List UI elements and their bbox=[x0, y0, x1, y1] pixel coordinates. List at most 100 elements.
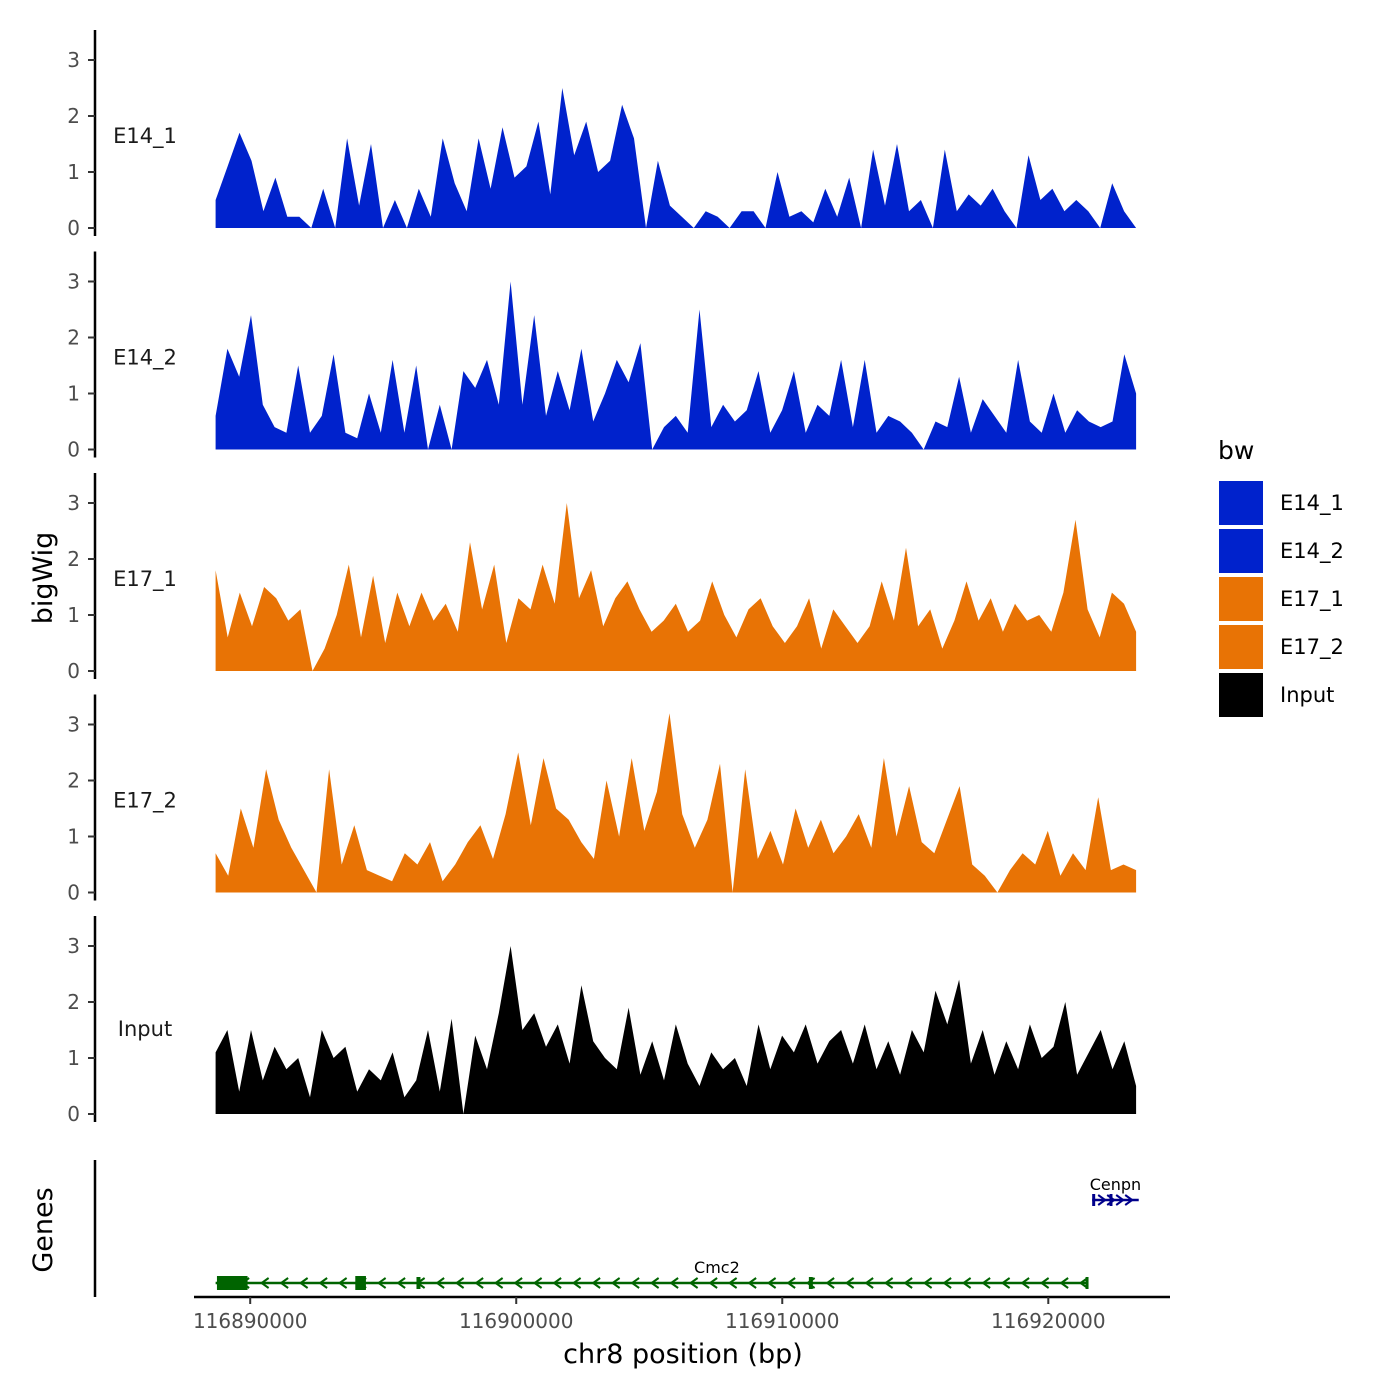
gene-label: Cenpn bbox=[1090, 1175, 1141, 1194]
strand-arrow bbox=[981, 1277, 991, 1289]
legend-swatch bbox=[1219, 577, 1263, 621]
strand-arrow bbox=[1059, 1277, 1069, 1289]
signal-area-input bbox=[215, 946, 1137, 1114]
x-tick-label: 116910000 bbox=[725, 1309, 840, 1333]
y-tick-label: 1 bbox=[67, 160, 80, 184]
strand-arrow bbox=[1097, 1194, 1107, 1206]
strand-arrow bbox=[922, 1277, 933, 1289]
y-tick-label: 2 bbox=[67, 326, 80, 350]
strand-arrow bbox=[376, 1277, 387, 1289]
legend-label: E17_1 bbox=[1280, 587, 1344, 612]
track-e17-1: 0 1 2 3 E17_1 bbox=[67, 473, 1137, 683]
y-tick-label: 2 bbox=[67, 769, 80, 793]
track-label: Input bbox=[118, 1017, 172, 1041]
strand-arrow bbox=[688, 1277, 699, 1289]
y-tick-label: 2 bbox=[67, 547, 80, 571]
strand-arrow bbox=[766, 1277, 777, 1289]
gene-label: Cmc2 bbox=[694, 1258, 740, 1277]
y-tick-label: 0 bbox=[67, 216, 80, 240]
strand-arrow bbox=[259, 1277, 270, 1289]
legend-title: bw bbox=[1218, 436, 1254, 465]
y-tick-label: 1 bbox=[67, 1046, 80, 1070]
track-e14-1: 0 1 2 3 E14_1 bbox=[67, 30, 1137, 240]
strand-arrow bbox=[903, 1277, 913, 1289]
strand-arrow bbox=[883, 1277, 894, 1289]
strand-arrow bbox=[1078, 1277, 1089, 1289]
strand-arrow bbox=[1039, 1277, 1050, 1289]
gene-cenpn: Cenpn bbox=[1090, 1175, 1141, 1206]
y-tick-label: 0 bbox=[67, 659, 80, 683]
y-tick-label: 3 bbox=[67, 713, 80, 737]
strand-arrow bbox=[610, 1277, 621, 1289]
track-e14-2: 0 1 2 3 E14_2 bbox=[67, 251, 1137, 462]
strand-arrow bbox=[396, 1277, 406, 1289]
strand-arrow bbox=[513, 1277, 523, 1289]
gene-exon bbox=[808, 1277, 813, 1289]
bigwig-tracks: 0 1 2 3 E14_1 0 1 2 3 E14_2 0 1 2 3 E17_1 0 1 2 3 E17_2 0 1 2 3… bbox=[67, 30, 1137, 1126]
y-tick-label: 0 bbox=[67, 1102, 80, 1126]
strand-arrow bbox=[1115, 1194, 1125, 1206]
strand-arrow bbox=[708, 1277, 718, 1289]
strand-arrow bbox=[279, 1277, 289, 1289]
x-axis-title: chr8 position (bp) bbox=[563, 1339, 803, 1370]
gene-exon bbox=[1109, 1194, 1113, 1206]
strand-arrow bbox=[864, 1277, 874, 1289]
legend-swatch bbox=[1219, 625, 1263, 669]
track-label: E14_1 bbox=[113, 124, 177, 149]
strand-arrow bbox=[532, 1277, 543, 1289]
signal-area-e17-2 bbox=[215, 713, 1137, 893]
signal-area-e14-1 bbox=[215, 88, 1137, 228]
legend-label: E14_1 bbox=[1280, 491, 1344, 516]
legend-label: E17_2 bbox=[1280, 635, 1344, 660]
strand-arrow bbox=[474, 1277, 484, 1289]
x-tick-label: 116890000 bbox=[193, 1309, 308, 1333]
track-e17-2: 0 1 2 3 E17_2 bbox=[67, 694, 1137, 905]
strand-arrow bbox=[552, 1277, 562, 1289]
strand-arrow bbox=[298, 1277, 309, 1289]
genes-axis-title: Genes bbox=[28, 1187, 59, 1272]
strand-arrow bbox=[454, 1277, 465, 1289]
strand-arrow bbox=[844, 1277, 855, 1289]
strand-arrow bbox=[571, 1277, 582, 1289]
y-tick-label: 3 bbox=[67, 48, 80, 72]
track-label: E14_2 bbox=[113, 346, 177, 371]
y-axis-title: bigWig bbox=[28, 532, 59, 625]
y-tick-label: 1 bbox=[67, 825, 80, 849]
strand-arrow bbox=[1124, 1194, 1134, 1206]
y-tick-label: 1 bbox=[67, 382, 80, 406]
y-tick-label: 2 bbox=[67, 990, 80, 1014]
y-tick-label: 2 bbox=[67, 104, 80, 128]
gene-exon bbox=[216, 1276, 248, 1290]
strand-arrow bbox=[786, 1277, 796, 1289]
y-tick-label: 3 bbox=[67, 934, 80, 958]
strand-arrow bbox=[318, 1277, 328, 1289]
x-tick-label: 116900000 bbox=[459, 1309, 574, 1333]
track-label: E17_2 bbox=[113, 789, 177, 814]
strand-arrow bbox=[747, 1277, 757, 1289]
gene-exon bbox=[1092, 1194, 1096, 1206]
legend-swatch bbox=[1219, 481, 1263, 525]
gene-exon bbox=[355, 1276, 366, 1290]
strand-arrow bbox=[591, 1277, 601, 1289]
strand-arrow bbox=[435, 1277, 445, 1289]
y-tick-label: 1 bbox=[67, 603, 80, 627]
strand-arrow bbox=[825, 1277, 835, 1289]
legend: bw E14_1 E14_2 E17_1 E17_2 Input bbox=[1218, 436, 1344, 717]
strand-arrow bbox=[630, 1277, 640, 1289]
track-label: E17_1 bbox=[113, 567, 177, 592]
strand-arrow bbox=[669, 1277, 679, 1289]
legend-label: E14_2 bbox=[1280, 539, 1344, 564]
x-axis: 116890000 116900000 116910000 116920000 bbox=[193, 1295, 1170, 1333]
y-tick-label: 3 bbox=[67, 270, 80, 294]
strand-arrow bbox=[337, 1277, 348, 1289]
strand-arrow bbox=[649, 1277, 660, 1289]
x-tick-label: 116920000 bbox=[991, 1309, 1106, 1333]
signal-area-e14-2 bbox=[215, 281, 1137, 450]
legend-label: Input bbox=[1280, 683, 1334, 707]
legend-swatch bbox=[1219, 529, 1263, 573]
strand-arrow bbox=[942, 1277, 952, 1289]
signal-area-e17-1 bbox=[215, 503, 1137, 671]
gene-exon bbox=[1085, 1277, 1089, 1289]
y-tick-label: 0 bbox=[67, 438, 80, 462]
